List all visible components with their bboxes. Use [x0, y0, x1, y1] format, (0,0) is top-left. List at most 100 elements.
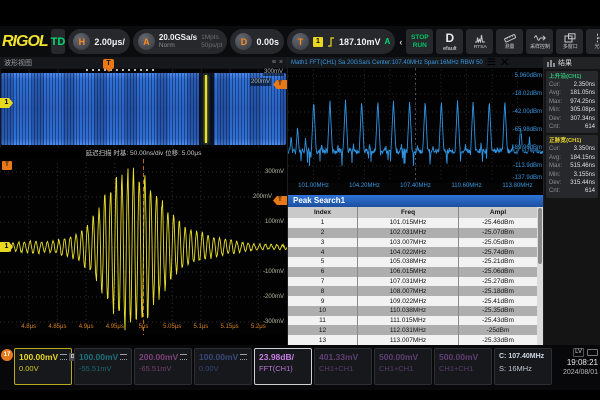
stat-label: Cnt: — [549, 187, 560, 195]
zoom-x-label: 4.85μs — [42, 324, 72, 330]
stat-value: 2.350ns — [574, 81, 595, 89]
table-row[interactable]: 6106.015MHz-25.06dBm — [288, 267, 537, 277]
tool-button-label: 光标 — [595, 44, 600, 49]
fft-x-label: 104.20MHz — [345, 183, 385, 189]
stat-row: Max:515.46ns — [549, 162, 595, 170]
stat-label: Cur: — [549, 145, 560, 153]
table-row[interactable]: 2102.031MHz-25.07dBm — [288, 228, 537, 238]
td-mode-button[interactable]: TD — [51, 29, 66, 54]
column-header: Freq — [358, 207, 459, 218]
acquire-knob[interactable]: A — [138, 33, 155, 50]
table-row[interactable]: 12112.031MHz-25dBm — [288, 325, 537, 335]
delay-group[interactable]: D 0.00s — [230, 29, 284, 54]
tool-button-label: 采样控制 — [530, 44, 550, 49]
table-cell: 1 — [288, 218, 358, 228]
message-count-badge[interactable]: 17 — [1, 349, 13, 361]
channel-box-ch2[interactable]: 100.00mV -55.51mV — [74, 348, 132, 385]
table-row[interactable]: 8108.007MHz-25.18dBm — [288, 286, 537, 296]
delay-value: 0.00s — [256, 37, 279, 47]
waveform-close-icon[interactable]: × — [279, 59, 283, 66]
table-row[interactable]: 13113.007MHz-25.33dBm — [288, 335, 537, 345]
default-button[interactable]: D efault — [436, 29, 463, 54]
table-row[interactable]: 7107.031MHz-25.27dBm — [288, 277, 537, 287]
table-cell: 9 — [288, 296, 358, 306]
channel-line1: C: 107.40MHz — [499, 352, 547, 362]
stat-row: Cur: 3.350ns — [549, 145, 595, 153]
delay-knob[interactable]: D — [235, 33, 252, 50]
stat-row: Max:974.25ns — [549, 98, 595, 106]
table-cell: 4 — [288, 247, 358, 257]
tool-button-label: 测量 — [505, 44, 515, 49]
measurement-block[interactable]: 正脉宽(CH1)Cur:3.350nsAvg:184.15nsMax:515.4… — [546, 135, 598, 197]
channel-box-ch4[interactable]: 100.00mV0.00V — [194, 348, 252, 385]
table-row[interactable]: 10110.038MHz-25.35dBm — [288, 306, 537, 316]
waveform-plot-area[interactable]: 1 300mV 200mV T — [0, 68, 287, 148]
stat-label: Avg: — [549, 89, 561, 97]
peak-search-title: Peak Search1 — [288, 195, 543, 207]
table-row[interactable]: 3103.007MHz-25.05dBm — [288, 238, 537, 248]
acquire-group[interactable]: A 20.0GSa/s Norm 1Mpts 50ps/pt — [133, 29, 228, 54]
table-cell: -25.35dBm — [459, 306, 537, 316]
table-cell: 111.015MHz — [358, 316, 459, 326]
tool-button-cursor[interactable]: 光标 — [586, 29, 600, 54]
zoom-waveform-panel[interactable]: T 1 T 300mV200mV100mV-100mV-200mV-300mV … — [0, 159, 287, 335]
fft-x-label: 107.40MHz — [396, 183, 436, 189]
peak-table-header: IndexFreqAmpl — [288, 207, 537, 218]
channel-box-math3[interactable]: 500.00mVCH1+CH1 — [374, 348, 432, 385]
channel-line1: 100.00mVD — [19, 352, 67, 362]
zoom-waveform-svg — [0, 159, 287, 335]
measurement-blocks: 上升沿(CH1)Cur:2.350nsAvg:181.05nsMax:974.2… — [544, 71, 600, 198]
table-cell: 5 — [288, 257, 358, 267]
zoom-y-label: -100mV — [263, 268, 284, 276]
tool-button-acquire-control[interactable]: 采样控制 — [526, 29, 553, 54]
run-stop-button[interactable]: STOP RUN — [406, 29, 433, 54]
zoom-x-label: 5.2μs — [243, 324, 273, 330]
measurement-block[interactable]: 上升沿(CH1)Cur:2.350nsAvg:181.05nsMax:974.2… — [546, 71, 598, 133]
stat-row: Avg:184.15ns — [549, 154, 595, 162]
stat-value: 307.34ns — [570, 115, 595, 123]
zoom-x-label: 4.8μs — [14, 324, 44, 330]
table-row[interactable]: 11111.015MHz-25.43dBm — [288, 316, 537, 326]
table-cell: 12 — [288, 325, 358, 335]
table-scrollbar-thumb[interactable] — [538, 208, 542, 264]
table-row[interactable]: 4104.022MHz-25.74dBm — [288, 247, 537, 257]
channel-offset-value: -65.51mV — [139, 364, 187, 374]
channel-box-math1[interactable]: 23.98dB/FFT(CH1) — [254, 348, 312, 385]
trigger-knob[interactable]: T — [292, 33, 309, 50]
toolbar-icon-buttons: RTSA 测量 采样控制 多窗口光标 — [466, 29, 600, 54]
channel-box-ch1[interactable]: 100.00mVD0.00V — [14, 348, 72, 385]
stat-value: 3.350ns — [574, 145, 595, 153]
channel-line1: 401.33mV — [319, 352, 367, 362]
table-row[interactable]: 9109.022MHz-25.41dBm — [288, 296, 537, 306]
channel-line1: 100.00mV — [79, 352, 127, 362]
trigger-position-flag[interactable]: T — [103, 59, 114, 69]
trigger-group[interactable]: T 1 187.10mV A — [287, 29, 395, 54]
acquire-mode: Norm — [159, 42, 197, 50]
channel-box-math4[interactable]: 500.00mVCH1+CH1 — [434, 348, 492, 385]
channel-box-ch3[interactable]: 200.00mV-65.51mV — [134, 348, 192, 385]
zoom-x-label: 4.9μs — [71, 324, 101, 330]
table-cell: -25.07dBm — [459, 228, 537, 238]
tool-button-measure[interactable]: 测量 — [496, 29, 523, 54]
table-cell: -25.46dBm — [459, 218, 537, 228]
fft-plot-area[interactable]: 5.960dBm-18.02dBm-42.00dBm-65.98dBm-89.9… — [288, 68, 543, 183]
table-cell: 112.031MHz — [358, 325, 459, 335]
table-row[interactable]: 5105.038MHz-25.21dBm — [288, 257, 537, 267]
horizontal-group[interactable]: H 2.00μs/ — [68, 29, 130, 54]
table-cell: -25.21dBm — [459, 257, 537, 267]
horizontal-knob[interactable]: H — [73, 33, 90, 50]
tool-button-multi-window[interactable]: 多窗口 — [556, 29, 583, 54]
time-resolution: 50ps/pt — [201, 42, 222, 50]
table-cell: 108.007MHz — [358, 286, 459, 296]
tool-button-rtsa[interactable]: RTSA — [466, 29, 493, 54]
fft-y-label: -89.96dBm — [513, 145, 542, 152]
channel-offset-value: -55.51mV — [79, 364, 127, 374]
column-header: Index — [288, 207, 358, 218]
channel-box-math2[interactable]: 401.33mVCH1+CH1 — [314, 348, 372, 385]
waveform-menu-icon[interactable]: ≡ — [272, 59, 276, 66]
fft-y-label: -137.9dBm — [513, 175, 542, 182]
table-row[interactable]: 1101.015MHz-25.46dBm — [288, 218, 537, 228]
channel-scale-value: 100.00mV — [199, 352, 238, 362]
collapse-chevron-icon[interactable]: ‹ — [398, 37, 403, 47]
fft-y-label: -113.9dBm — [513, 163, 542, 170]
